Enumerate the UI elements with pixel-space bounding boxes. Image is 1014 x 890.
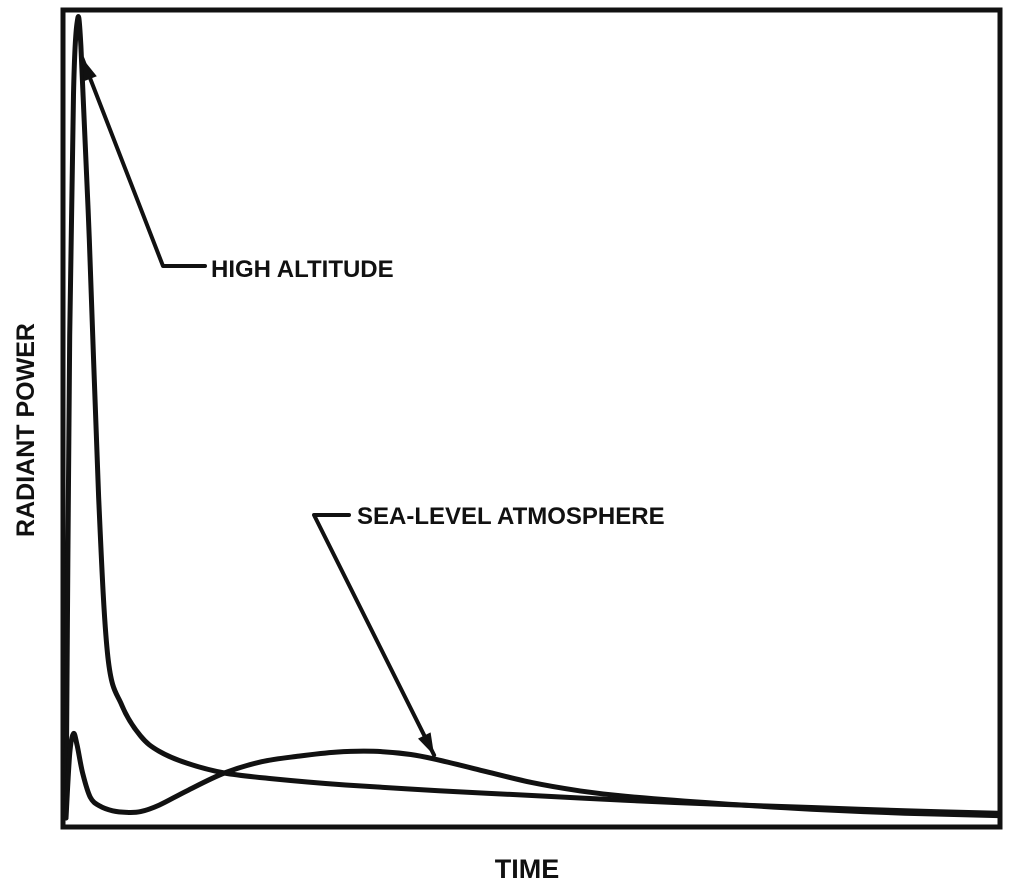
sea-level-atmosphere-arrowhead	[418, 732, 435, 756]
x-axis-label: TIME	[495, 854, 560, 884]
y-axis-label: RADIANT POWER	[12, 323, 40, 537]
high-altitude-leader-line	[80, 56, 207, 268]
sea-level-atmosphere-leader-line	[312, 513, 437, 758]
plot-frame	[60, 7, 1003, 830]
high-altitude-curve	[63, 14, 1001, 821]
sea-level-atmosphere-label: SEA-LEVEL ATMOSPHERE	[357, 503, 665, 530]
sea-level-atmosphere-curve	[63, 730, 1001, 821]
high-altitude-arrowhead	[82, 58, 97, 82]
high-altitude-label: HIGH ALTITUDE	[211, 256, 394, 283]
